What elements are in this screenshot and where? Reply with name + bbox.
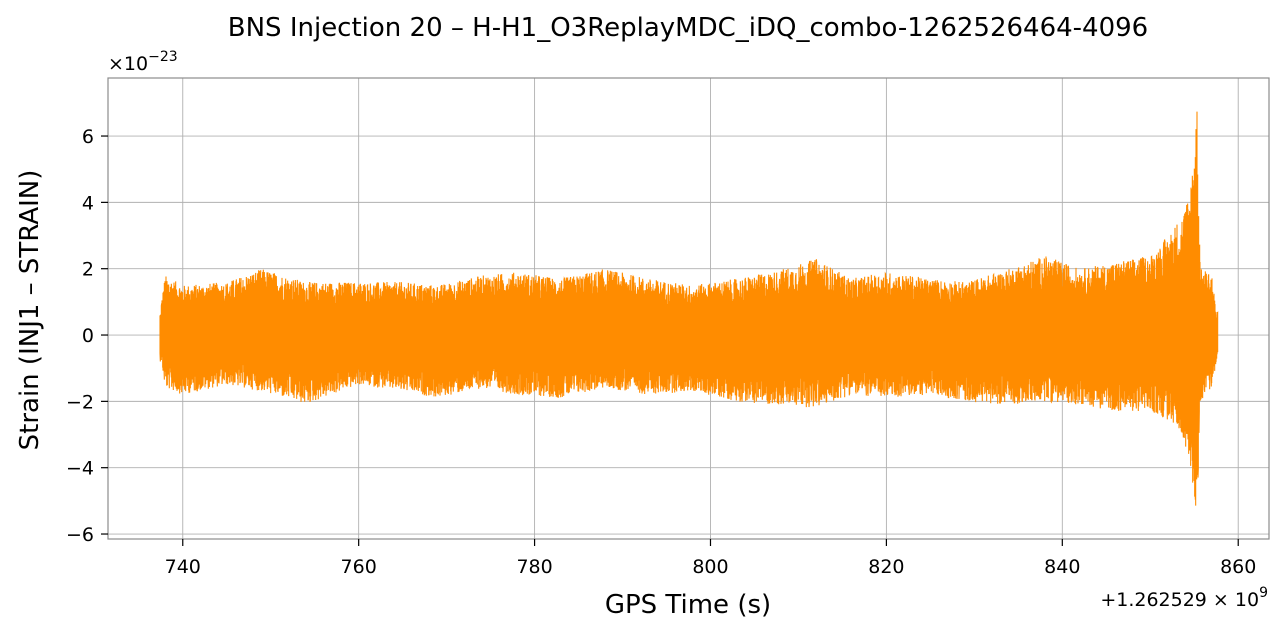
chart-title: BNS Injection 20 – H-H1_O3ReplayMDC_iDQ_…	[228, 13, 1148, 43]
x-offset-exponent: 9	[1259, 585, 1268, 601]
x-tick-label: 800	[692, 556, 728, 578]
y-tick-label: −2	[66, 391, 94, 413]
x-tick-label: 820	[868, 556, 904, 578]
y-tick-label: 2	[82, 259, 94, 281]
plot-area	[159, 111, 1219, 506]
y-tick-label: −6	[66, 524, 94, 546]
x-tick-label: 740	[165, 556, 201, 578]
x-tick-label: 780	[516, 556, 552, 578]
x-offset-label: +1.262529 × 109	[1100, 585, 1268, 611]
y-tick-label: −4	[66, 458, 94, 480]
x-tick-label: 840	[1044, 556, 1080, 578]
x-axis-label: GPS Time (s)	[605, 590, 771, 620]
x-tick-label: 760	[341, 556, 377, 578]
y-scale-factor: ×10−23	[108, 49, 178, 75]
axis-ticks: 740 760 780 800 820 840 860 −6 −4 −2 0 2 4 6	[66, 126, 1256, 578]
y-tick-label: 4	[82, 192, 94, 214]
plot-frame	[107, 77, 1270, 540]
x-tick-label: 860	[1220, 556, 1256, 578]
y-tick-label: 0	[82, 325, 94, 347]
x-offset-base: +1.262529 × 10	[1100, 589, 1259, 611]
y-scale-factor-exponent: −23	[148, 49, 178, 65]
y-axis-label: Strain (INJ1 – STRAIN)	[15, 170, 45, 451]
y-tick-label: 6	[82, 126, 94, 148]
strain-series-line	[159, 111, 1219, 506]
y-scale-factor-base: ×10	[108, 53, 148, 75]
